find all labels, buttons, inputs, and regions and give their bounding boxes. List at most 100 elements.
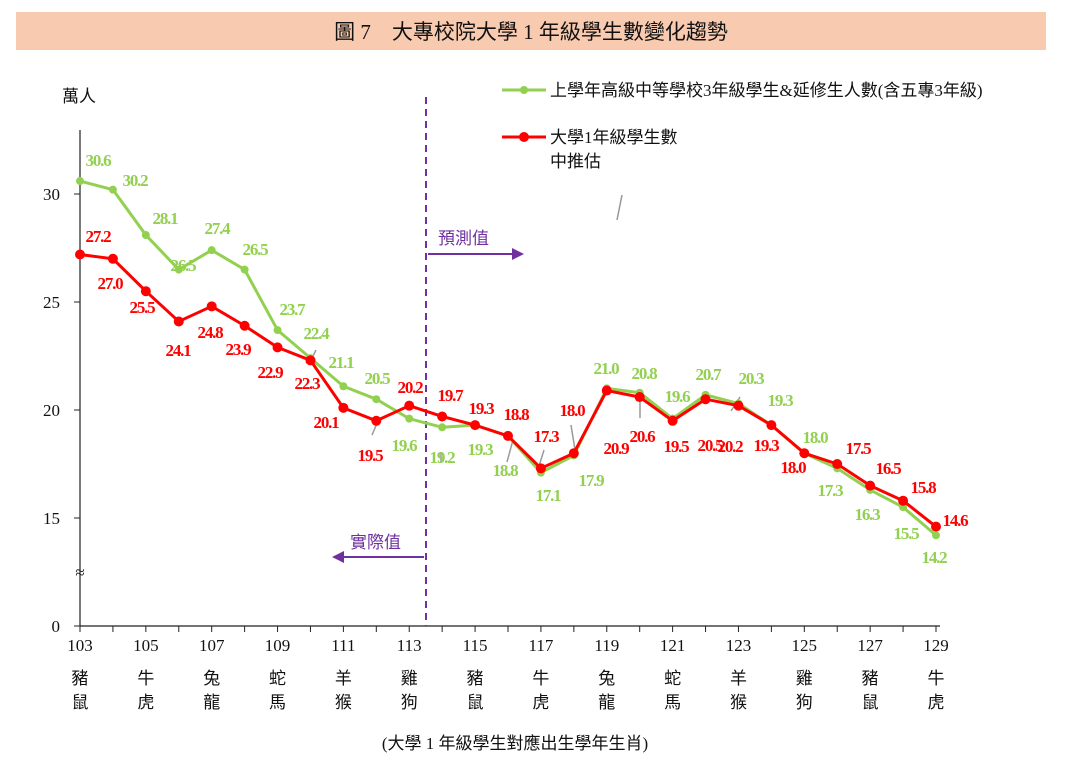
x-tick-label: 115 — [463, 636, 488, 655]
x-tick-zodiac: 雞 — [796, 669, 813, 688]
green-data-point — [207, 246, 216, 255]
green-data-label: 20.7 — [696, 365, 723, 384]
green-data-label: 19.2 — [430, 448, 456, 467]
green-data-label: 23.7 — [280, 300, 307, 319]
green-data-label: 19.6 — [665, 387, 691, 406]
y-tick-label: 30 — [43, 185, 60, 204]
x-tick-zodiac: 狗 — [796, 693, 813, 712]
label-leader-line — [570, 424, 576, 451]
x-tick-label: 125 — [792, 636, 818, 655]
label-leader-line — [506, 439, 514, 463]
x-tick-zodiac: 雞 — [401, 669, 418, 688]
red-data-label: 19.7 — [438, 386, 465, 405]
green-data-point — [240, 265, 249, 274]
red-data-point — [107, 253, 118, 264]
red-data-label: 17.5 — [846, 439, 872, 458]
red-data-label: 27.2 — [86, 227, 112, 246]
red-data-label: 20.2 — [398, 378, 424, 397]
red-series-line — [79, 252, 937, 528]
green-data-label: 15.5 — [894, 524, 920, 543]
x-tick-zodiac: 羊 — [335, 669, 352, 688]
red-data-point — [700, 394, 711, 405]
green-data-point — [372, 395, 381, 404]
x-tick-zodiac: 蛇 — [269, 669, 286, 688]
x-tick-label: 111 — [331, 636, 355, 655]
green-data-label: 20.8 — [632, 364, 658, 383]
x-axis-title: (大學 1 年級學生對應出生學年生肖) — [382, 733, 648, 753]
red-data-point — [832, 459, 843, 469]
y-tick-label: 20 — [43, 401, 60, 420]
red-data-point — [568, 448, 579, 459]
red-data-point — [272, 342, 283, 353]
x-tick-label: 127 — [857, 636, 883, 655]
red-data-point — [931, 521, 941, 532]
red-data-label: 19.5 — [358, 446, 384, 465]
red-data-label: 22.9 — [258, 363, 284, 382]
x-tick-label: 103 — [67, 636, 93, 655]
green-data-point — [405, 414, 414, 423]
red-data-label: 22.3 — [295, 374, 321, 393]
y-tick-label: 15 — [43, 509, 60, 528]
x-tick-zodiac: 蛇 — [664, 669, 681, 688]
green-data-point — [438, 423, 447, 432]
red-data-point — [305, 355, 316, 366]
red-data-label: 14.6 — [943, 511, 969, 530]
red-data-point — [404, 400, 415, 411]
red-data-label: 15.8 — [911, 478, 937, 497]
actual-arrowhead — [332, 551, 344, 563]
legend-red-label-line2: 中推估 — [550, 152, 601, 171]
red-data-label: 19.3 — [469, 399, 495, 418]
x-tick-zodiac: 牛 — [532, 669, 549, 688]
x-tick-zodiac: 龍 — [203, 693, 220, 712]
x-tick-zodiac: 猴 — [335, 693, 352, 712]
x-tick-label: 121 — [660, 636, 686, 655]
red-data-point — [898, 495, 909, 506]
green-data-point — [932, 531, 940, 540]
red-data-point — [733, 400, 744, 411]
label-leader-line — [538, 449, 545, 467]
x-tick-zodiac: 虎 — [532, 693, 549, 712]
green-data-label: 20.3 — [739, 369, 765, 388]
x-tick-zodiac: 鼠 — [862, 693, 879, 712]
x-tick-zodiac: 虎 — [137, 693, 154, 712]
x-tick-label: 113 — [397, 636, 422, 655]
green-data-label: 19.3 — [468, 440, 494, 459]
red-data-label: 18.0 — [560, 401, 586, 420]
legend-red-marker — [519, 132, 529, 142]
red-data-point — [799, 448, 810, 459]
red-data-label: 20.5 — [698, 436, 724, 455]
green-data-label: 17.9 — [579, 471, 605, 490]
green-data-point — [339, 382, 348, 391]
x-tick-zodiac: 鼠 — [467, 693, 484, 712]
x-tick-zodiac: 兔 — [598, 669, 615, 688]
green-data-label: 28.1 — [153, 209, 179, 228]
x-tick-zodiac: 豬 — [862, 669, 879, 688]
legend-red-label-line1: 大學1年級學生數 — [550, 128, 678, 147]
red-data-point — [437, 411, 448, 422]
green-data-label: 19.6 — [392, 436, 418, 455]
x-tick-zodiac: 龍 — [598, 693, 615, 712]
red-data-point — [535, 463, 546, 474]
red-data-label: 17.3 — [534, 427, 560, 446]
x-tick-zodiac: 兔 — [203, 669, 220, 688]
x-tick-zodiac: 豬 — [467, 669, 484, 688]
red-data-label: 23.9 — [226, 340, 252, 359]
label-leader-line — [616, 194, 623, 221]
y-axis-title: 萬人 — [62, 87, 96, 106]
red-data-point — [634, 392, 645, 403]
actual-label: 實際值 — [350, 533, 401, 552]
x-tick-zodiac: 猴 — [730, 693, 747, 712]
green-data-label: 30.2 — [123, 171, 149, 190]
green-data-label: 21.0 — [594, 359, 620, 378]
x-tick-label: 105 — [133, 636, 159, 655]
red-data-point — [865, 480, 876, 491]
x-tick-zodiac: 狗 — [401, 693, 418, 712]
red-data-point — [503, 430, 513, 441]
x-tick-zodiac: 馬 — [664, 693, 681, 712]
green-data-label: 18.8 — [493, 461, 519, 480]
green-data-point — [273, 326, 282, 335]
red-data-label: 24.1 — [166, 341, 192, 360]
red-data-point — [239, 320, 250, 331]
legend-green-label: 上學年高級中等學校3年級學生&延修生人數(含五專3年級) — [550, 81, 983, 100]
